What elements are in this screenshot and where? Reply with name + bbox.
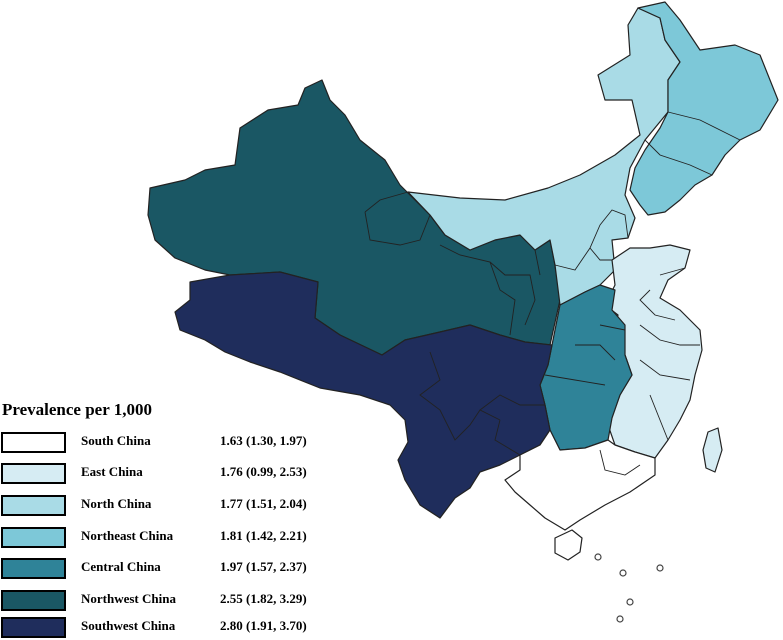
legend-item-south-china: South China 1.63 (1.30, 1.97): [1, 432, 331, 454]
legend-value: 1.97 (1.57, 2.37): [220, 559, 307, 574]
legend-region-name: North China: [81, 496, 152, 511]
legend-region-name: Northwest China: [81, 591, 176, 606]
legend-swatch: [1, 432, 66, 453]
legend-value: 2.55 (1.82, 3.29): [220, 591, 307, 606]
sea-island: [619, 569, 627, 577]
sea-island: [594, 553, 602, 561]
legend-item-north-china: North China 1.77 (1.51, 2.04): [1, 495, 331, 517]
legend-region-name: East China: [81, 464, 143, 479]
region-south-china: [504, 429, 656, 531]
region-southwest-china: [174, 271, 553, 519]
legend-region-name: Central China: [81, 559, 161, 574]
legend-value: 1.76 (0.99, 2.53): [220, 464, 307, 479]
legend-value: 1.77 (1.51, 2.04): [220, 496, 307, 511]
province-borders: [364, 111, 741, 476]
legend-swatch: [1, 558, 66, 579]
legend-region-name: Northeast China: [81, 528, 174, 543]
sea-island: [626, 598, 634, 606]
legend-item-southwest-china: Southwest China 2.80 (1.91, 3.70): [1, 617, 331, 639]
legend-swatch: [1, 463, 66, 484]
legend-region-name: Southwest China: [81, 618, 176, 633]
legend-title: Prevalence per 1,000: [2, 400, 152, 419]
legend-swatch: [1, 527, 66, 548]
legend-item-central-china: Central China 1.97 (1.57, 2.37): [1, 558, 331, 580]
legend-item-east-china: East China 1.76 (0.99, 2.53): [1, 463, 331, 485]
legend-region-name: South China: [81, 433, 151, 448]
legend-item-northwest-china: Northwest China 2.55 (1.82, 3.29): [1, 590, 331, 612]
sea-island: [656, 564, 664, 572]
sea-island: [616, 615, 624, 623]
legend-swatch: [1, 590, 66, 611]
legend-swatch: [1, 617, 66, 638]
legend-value: 2.80 (1.91, 3.70): [220, 618, 307, 633]
region-northeast-china: [629, 1, 779, 216]
legend-item-northeast-china: Northeast China 1.81 (1.42, 2.21): [1, 527, 331, 549]
legend-value: 1.81 (1.42, 2.21): [220, 528, 307, 543]
hainan-island: [554, 529, 583, 561]
legend-swatch: [1, 495, 66, 516]
taiwan-island: [702, 427, 723, 473]
legend-value: 1.63 (1.30, 1.97): [220, 433, 307, 448]
